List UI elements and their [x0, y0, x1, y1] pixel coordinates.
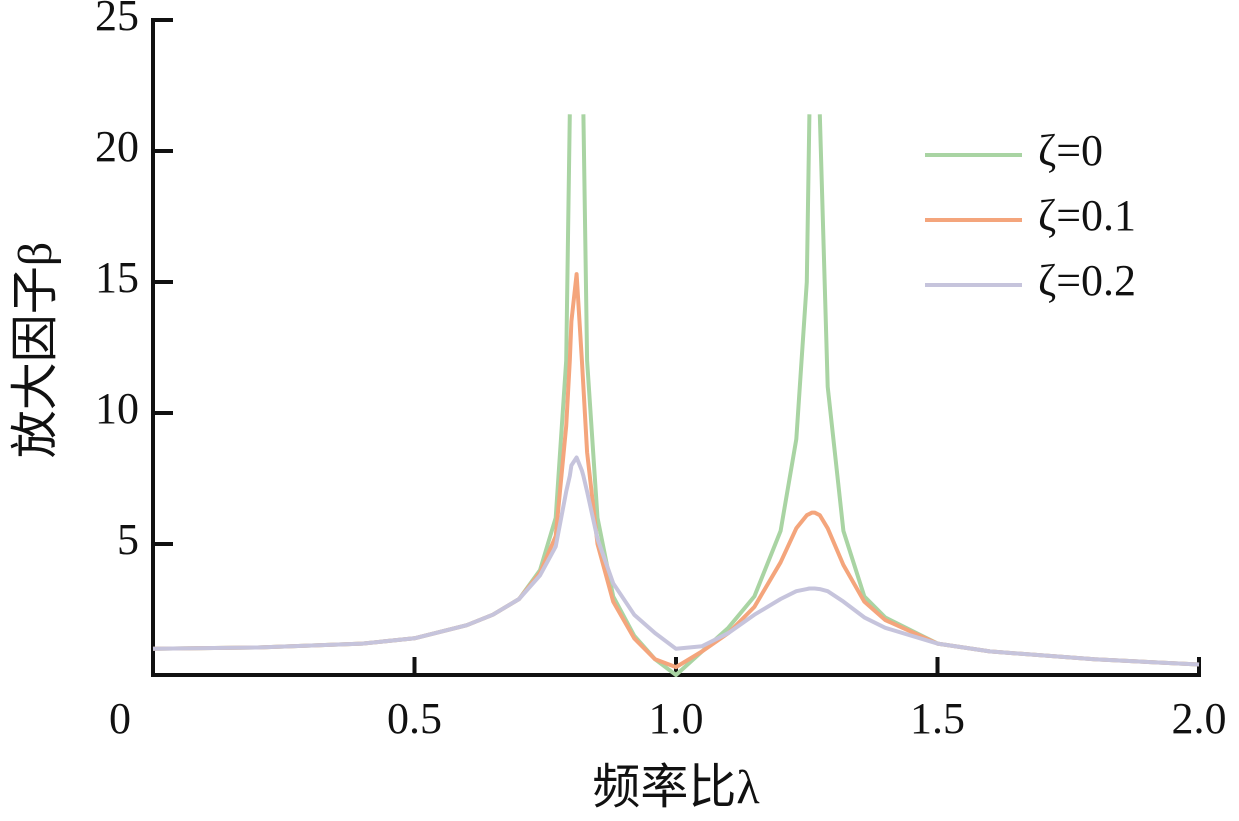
x-tick-label: 0.5 — [387, 694, 442, 743]
y-tick-label: 15 — [95, 253, 139, 302]
x-tick-label: 0 — [109, 694, 131, 743]
series-line — [152, 455, 1200, 667]
y-axis-title: 放大因子β — [9, 242, 62, 458]
y-tick-label: 20 — [95, 122, 139, 171]
x-tick-label: 2.0 — [1172, 694, 1227, 743]
x-tick-label: 1.5 — [910, 694, 965, 743]
y-tick-label: 5 — [117, 515, 139, 564]
legend-label: ζ=0.2 — [1038, 256, 1136, 305]
legend-label: ζ=0 — [1038, 126, 1103, 175]
y-tick-label: 10 — [95, 384, 139, 433]
y-tick-label: 25 — [95, 0, 139, 40]
legend-label: ζ=0.1 — [1038, 191, 1136, 240]
x-tick-label: 1.0 — [649, 694, 704, 743]
series-line — [152, 272, 1200, 670]
x-axis-title: 频率比λ — [592, 761, 760, 814]
